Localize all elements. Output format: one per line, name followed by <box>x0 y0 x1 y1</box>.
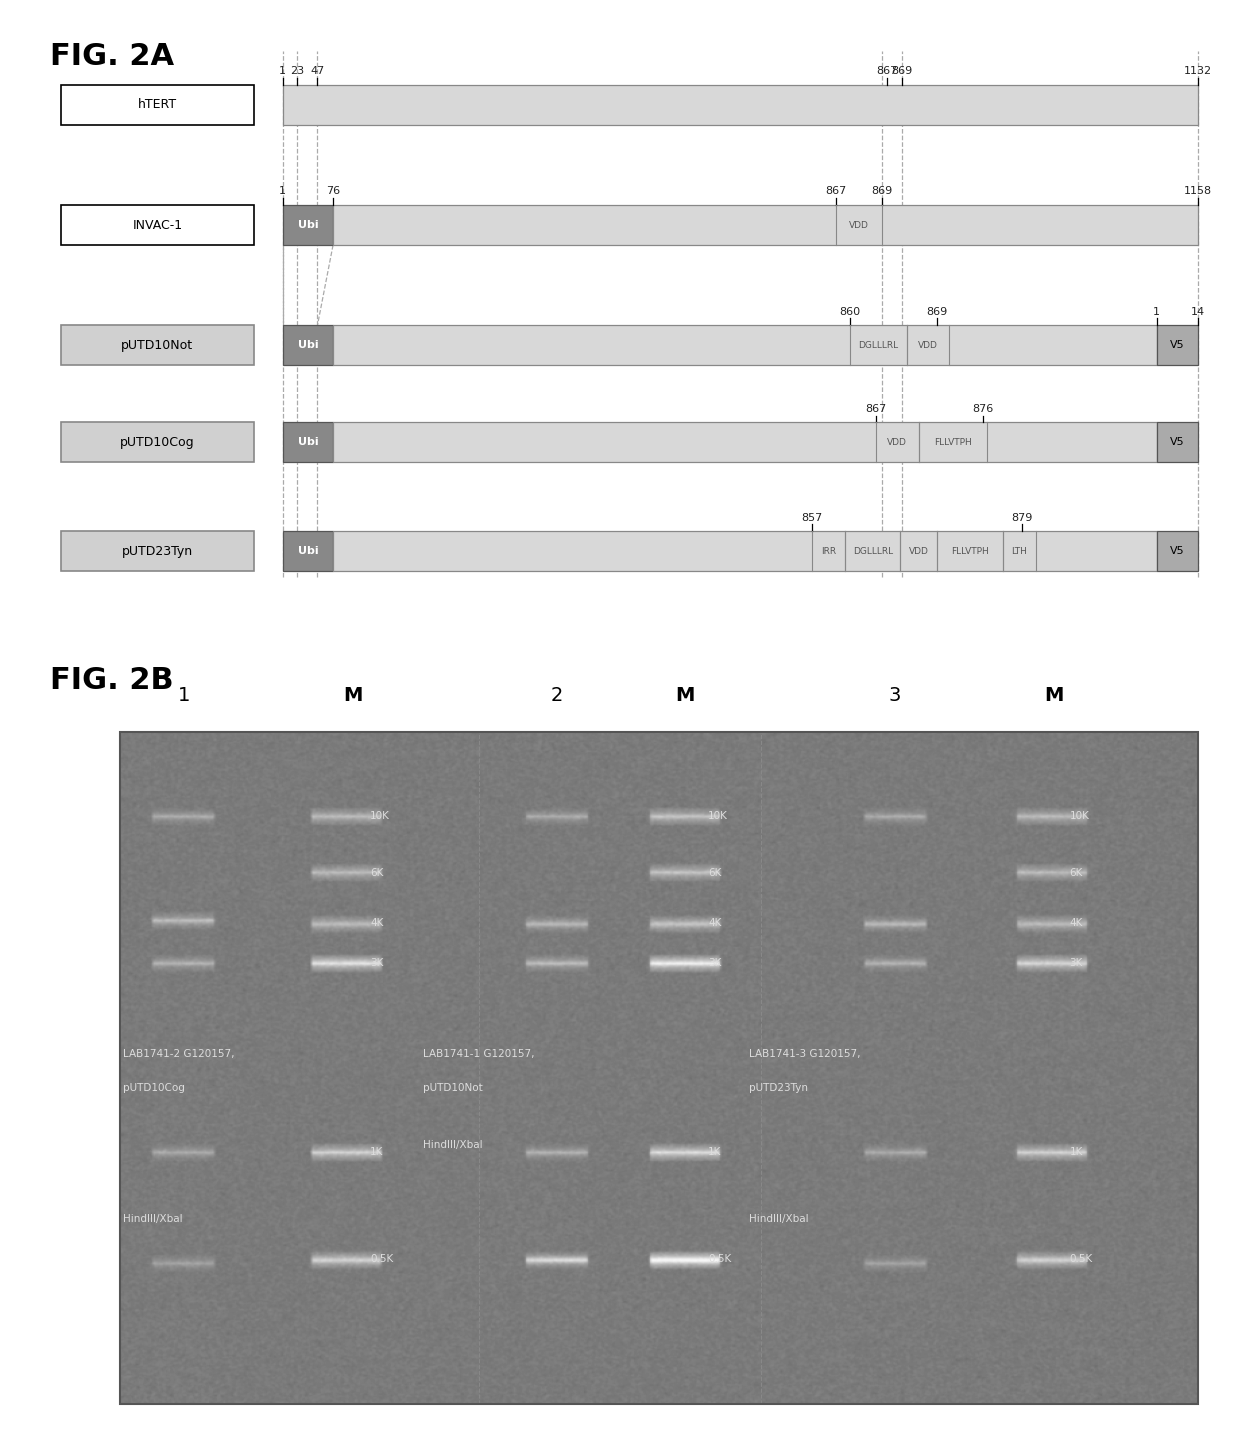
Text: V5: V5 <box>1169 438 1184 448</box>
Bar <box>283 204 334 245</box>
Text: 1K: 1K <box>708 1146 722 1156</box>
Text: M: M <box>675 685 694 704</box>
Text: 857: 857 <box>801 513 822 523</box>
Bar <box>119 732 1198 1404</box>
Bar <box>1157 423 1198 462</box>
Text: LAB1741-2 G120157,: LAB1741-2 G120157, <box>123 1049 234 1059</box>
Text: 879: 879 <box>1012 513 1033 523</box>
Bar <box>61 423 254 462</box>
Text: Ubi: Ubi <box>298 341 319 351</box>
Text: 2: 2 <box>551 685 563 704</box>
Text: 4K: 4K <box>708 919 722 929</box>
Text: 6K: 6K <box>1069 868 1083 878</box>
Text: pUTD10Not: pUTD10Not <box>423 1082 482 1093</box>
Text: pUTD10Cog: pUTD10Cog <box>120 436 195 449</box>
Text: LAB1741-3 G120157,: LAB1741-3 G120157, <box>749 1049 861 1059</box>
Text: LTH: LTH <box>1012 546 1027 555</box>
Text: V5: V5 <box>1169 546 1184 556</box>
Text: 14: 14 <box>1190 307 1205 316</box>
Text: 1K: 1K <box>371 1146 383 1156</box>
Text: 860: 860 <box>839 307 861 316</box>
Text: HindIII/XbaI: HindIII/XbaI <box>123 1214 182 1224</box>
Text: 3: 3 <box>889 685 900 704</box>
Text: 1158: 1158 <box>1184 187 1211 197</box>
Bar <box>334 532 1157 571</box>
Bar <box>283 423 334 462</box>
Text: FIG. 2A: FIG. 2A <box>50 42 174 71</box>
Text: hTERT: hTERT <box>138 99 177 112</box>
Text: 3K: 3K <box>371 958 383 968</box>
Text: 10K: 10K <box>1069 810 1090 820</box>
Text: 1: 1 <box>279 187 286 197</box>
Text: HindIII/XbaI: HindIII/XbaI <box>749 1214 808 1224</box>
Text: LAB1741-1 G120157,: LAB1741-1 G120157, <box>423 1049 534 1059</box>
Bar <box>283 325 334 365</box>
Text: 10K: 10K <box>371 810 391 820</box>
Text: INVAC-1: INVAC-1 <box>133 219 182 232</box>
Text: FIG. 2B: FIG. 2B <box>50 667 174 696</box>
Text: 869: 869 <box>872 187 893 197</box>
Bar <box>334 423 1157 462</box>
Text: 867: 867 <box>826 187 847 197</box>
Text: M: M <box>343 685 362 704</box>
Text: pUTD23Tyn: pUTD23Tyn <box>749 1082 808 1093</box>
Text: 0.5K: 0.5K <box>371 1255 393 1264</box>
Text: IRR: IRR <box>821 546 836 555</box>
Text: Ubi: Ubi <box>298 546 319 556</box>
Bar <box>61 532 254 571</box>
Text: 6K: 6K <box>708 868 722 878</box>
Text: VDD: VDD <box>887 438 908 446</box>
Text: FLLVTPH: FLLVTPH <box>951 546 988 555</box>
Text: DGLLLRL: DGLLLRL <box>853 546 893 555</box>
Text: pUTD10Cog: pUTD10Cog <box>123 1082 185 1093</box>
Text: 4K: 4K <box>1069 919 1083 929</box>
Text: 1: 1 <box>177 685 190 704</box>
Bar <box>61 325 254 365</box>
Text: 869: 869 <box>892 67 913 77</box>
Bar <box>283 532 334 571</box>
Text: 4K: 4K <box>371 919 383 929</box>
Text: 0.5K: 0.5K <box>1069 1255 1092 1264</box>
Text: 6K: 6K <box>371 868 383 878</box>
Text: VDD: VDD <box>909 546 929 555</box>
Text: V5: V5 <box>1169 341 1184 351</box>
Bar <box>1157 532 1198 571</box>
Text: 3K: 3K <box>1069 958 1083 968</box>
Text: 1132: 1132 <box>1184 67 1211 77</box>
Bar <box>1157 325 1198 365</box>
Text: Ubi: Ubi <box>298 220 319 230</box>
Text: 1: 1 <box>1153 307 1161 316</box>
Text: HindIII/XbaI: HindIII/XbaI <box>423 1140 482 1151</box>
Bar <box>334 325 1157 365</box>
Text: M: M <box>1044 685 1064 704</box>
Text: 867: 867 <box>875 67 898 77</box>
Text: Ubi: Ubi <box>298 438 319 448</box>
Text: VDD: VDD <box>918 341 937 349</box>
Bar <box>334 204 1198 245</box>
Text: 869: 869 <box>926 307 947 316</box>
Text: 47: 47 <box>310 67 325 77</box>
Text: FLLVTPH: FLLVTPH <box>934 438 972 446</box>
Text: 10K: 10K <box>708 810 728 820</box>
Text: 76: 76 <box>326 187 340 197</box>
Text: pUTD10Not: pUTD10Not <box>122 339 193 352</box>
Text: 23: 23 <box>290 67 305 77</box>
Text: 3K: 3K <box>708 958 722 968</box>
Text: 1: 1 <box>279 67 286 77</box>
Bar <box>61 85 254 125</box>
Text: 1K: 1K <box>1069 1146 1083 1156</box>
Text: 867: 867 <box>866 404 887 414</box>
Text: VDD: VDD <box>849 220 869 229</box>
Text: DGLLLRL: DGLLLRL <box>858 341 899 349</box>
Text: 876: 876 <box>972 404 993 414</box>
Text: pUTD23Tyn: pUTD23Tyn <box>122 545 193 558</box>
Bar <box>61 204 254 245</box>
Bar <box>283 85 1198 125</box>
Text: 0.5K: 0.5K <box>708 1255 732 1264</box>
